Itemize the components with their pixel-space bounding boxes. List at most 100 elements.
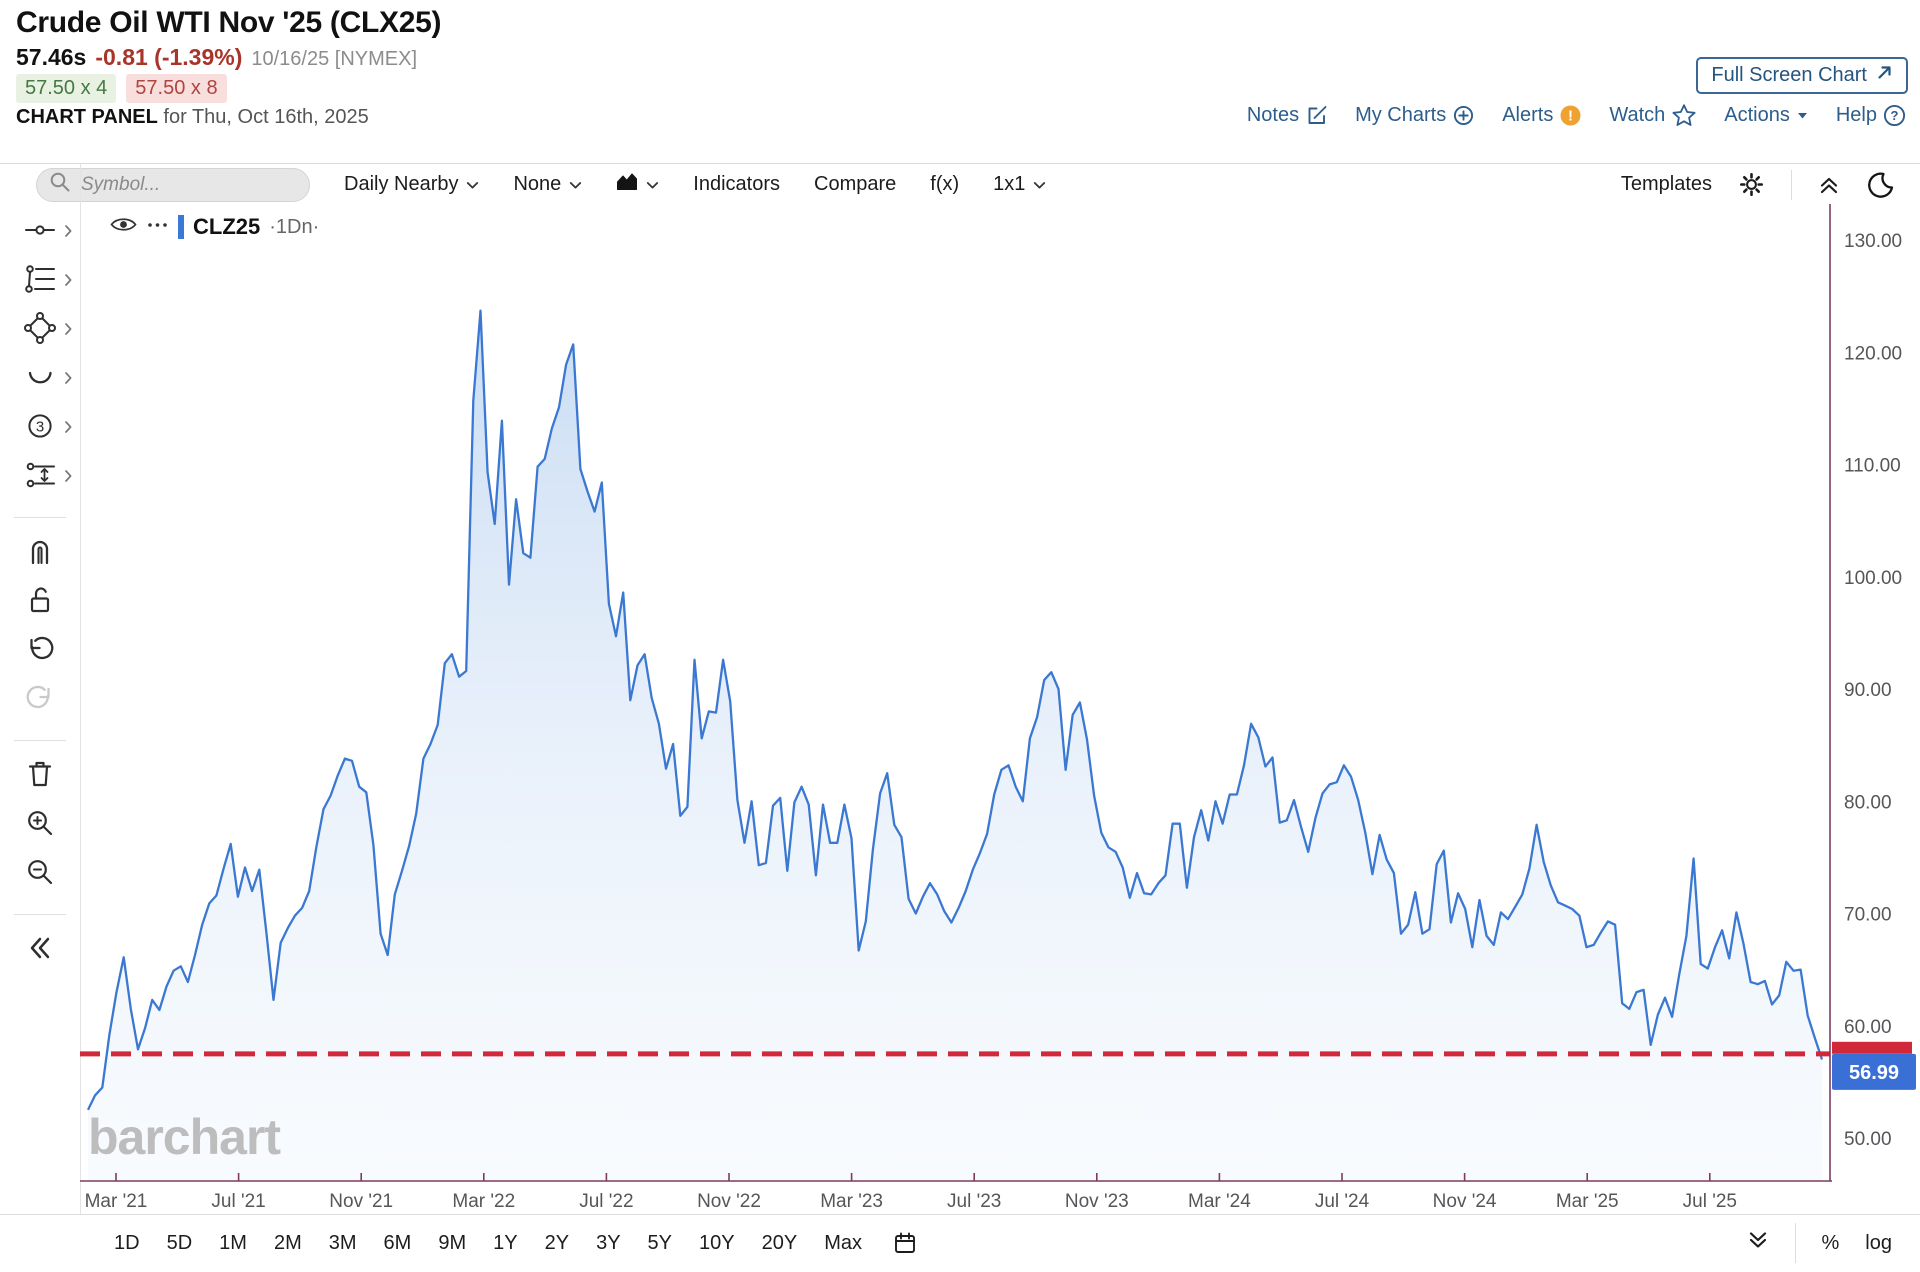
range-10y-button[interactable]: 10Y bbox=[699, 1231, 735, 1254]
unlock-button[interactable] bbox=[0, 583, 80, 617]
menu-watch[interactable]: Watch bbox=[1609, 103, 1697, 128]
alert-badge-icon: ! bbox=[1559, 104, 1582, 127]
zoom-out-button[interactable] bbox=[0, 855, 80, 889]
collapse-down-icon[interactable] bbox=[1747, 1231, 1769, 1255]
svg-text:!: ! bbox=[1568, 108, 1573, 125]
y-axis-label: 60.00 bbox=[1844, 1017, 1892, 1038]
range-9m-button[interactable]: 9M bbox=[438, 1231, 467, 1254]
x-axis-label: Mar '24 bbox=[1188, 1191, 1251, 1212]
menu-help[interactable]: Help? bbox=[1836, 104, 1906, 127]
templates-button[interactable]: Templates bbox=[1621, 173, 1712, 196]
calendar-icon[interactable] bbox=[893, 1231, 917, 1255]
compare-label: Compare bbox=[814, 173, 897, 195]
range-3m-button[interactable]: 3M bbox=[328, 1231, 357, 1254]
collapse-sidebar-button[interactable] bbox=[0, 931, 80, 965]
menu-actions[interactable]: Actions bbox=[1724, 104, 1809, 127]
barchart-watermark: barchart bbox=[88, 1109, 281, 1165]
collapse-up-icon[interactable] bbox=[1818, 176, 1840, 194]
settings-gear-icon[interactable] bbox=[1738, 171, 1765, 198]
range-1d-button[interactable]: 1D bbox=[114, 1231, 140, 1254]
menu-notes[interactable]: Notes bbox=[1247, 104, 1328, 127]
chart-type-dropdown[interactable] bbox=[616, 172, 659, 197]
menu-my-charts[interactable]: My Charts bbox=[1355, 104, 1475, 127]
trash-button[interactable] bbox=[0, 757, 80, 791]
chevron-right-icon[interactable] bbox=[64, 420, 73, 439]
range-2y-button[interactable]: 2Y bbox=[544, 1231, 570, 1254]
shapes-tool-button[interactable] bbox=[0, 311, 80, 345]
symbol-search-input[interactable] bbox=[79, 172, 283, 197]
question-circle-icon: ? bbox=[1883, 104, 1906, 127]
x-axis-label: Jul '23 bbox=[947, 1191, 1001, 1212]
zoom-in-button[interactable] bbox=[0, 806, 80, 840]
templates-label: Templates bbox=[1620, 173, 1712, 195]
collapse-sidebar-icon bbox=[25, 934, 55, 962]
range-5d-button[interactable]: 5D bbox=[166, 1231, 193, 1254]
grid-layout-dropdown[interactable]: 1x1 bbox=[993, 173, 1046, 196]
symbol-search[interactable] bbox=[36, 167, 310, 202]
elliott-wave-tool-button[interactable]: 3 bbox=[0, 409, 80, 443]
chart-area[interactable]: 130.00 120.00 110.00 100.00 90.00 80.00 70.00 6… bbox=[80, 204, 1920, 1214]
star-icon bbox=[1671, 103, 1697, 128]
x-axis-label: Jul '21 bbox=[211, 1191, 265, 1212]
eye-icon[interactable] bbox=[110, 216, 137, 238]
fx-button[interactable]: f(x) bbox=[930, 173, 959, 196]
ne-arrow-icon bbox=[1876, 64, 1893, 87]
price-chart[interactable]: 130.00 120.00 110.00 100.00 90.00 80.00 70.00 6… bbox=[80, 204, 1920, 1214]
tools-dropdown[interactable]: None bbox=[513, 173, 582, 196]
menu-label: Help bbox=[1835, 104, 1877, 126]
range-20y-button[interactable]: 20Y bbox=[761, 1231, 798, 1254]
sidebar-group-divider bbox=[14, 914, 66, 915]
range-2m-button[interactable]: 2M bbox=[273, 1231, 302, 1254]
x-axis-label: Jul '25 bbox=[1683, 1191, 1737, 1212]
search-icon bbox=[49, 171, 71, 199]
unlock-icon bbox=[23, 583, 57, 617]
area-chart-type-icon bbox=[616, 172, 638, 197]
indicators-button[interactable]: Indicators bbox=[693, 173, 780, 196]
chevron-right-icon[interactable] bbox=[64, 322, 73, 341]
trash-icon bbox=[23, 757, 57, 791]
percent-scale-button[interactable]: % bbox=[1821, 1231, 1840, 1254]
page-title: Crude Oil WTI Nov '25 (CLX25) bbox=[16, 6, 442, 39]
zoom-out-icon bbox=[23, 855, 57, 889]
ellipsis-menu-icon[interactable] bbox=[146, 218, 169, 236]
sidebar-divider bbox=[80, 163, 81, 1271]
full-screen-chart-button[interactable]: Full Screen Chart bbox=[1696, 57, 1908, 94]
range-3y-button[interactable]: 3Y bbox=[596, 1231, 621, 1254]
fibonacci-tool-button[interactable] bbox=[0, 262, 80, 296]
y-axis-label: 80.00 bbox=[1844, 792, 1892, 813]
range-6m-button[interactable]: 6M bbox=[383, 1231, 412, 1254]
range-5y-button[interactable]: 5Y bbox=[647, 1231, 673, 1254]
menu-label: Actions bbox=[1724, 104, 1790, 126]
chevron-down-icon bbox=[569, 173, 582, 196]
magnet-button[interactable] bbox=[0, 534, 80, 568]
magnet-icon bbox=[23, 534, 57, 568]
range-max-button[interactable]: Max bbox=[824, 1231, 862, 1254]
undo-button[interactable] bbox=[0, 632, 80, 666]
chart-toolbar: Daily Nearby None Indicators Compare f(x… bbox=[0, 164, 1920, 205]
panel-label: CHART PANEL bbox=[16, 106, 158, 128]
x-axis-label: Mar '22 bbox=[452, 1191, 515, 1212]
arc-tool-icon bbox=[23, 360, 57, 394]
range-1y-button[interactable]: 1Y bbox=[493, 1231, 518, 1254]
range-toolbar: 1D 5D 1M 2M 3M 6M 9M 1Y 2Y 3Y 5Y 10Y 20Y Max % log bbox=[0, 1214, 1920, 1272]
chevron-right-icon[interactable] bbox=[64, 469, 73, 488]
frequency-dropdown[interactable]: Daily Nearby bbox=[344, 173, 479, 196]
panel-date: for Thu, Oct 16th, 2025 bbox=[157, 106, 369, 128]
svg-text:3: 3 bbox=[36, 419, 44, 436]
measure-tool-button[interactable] bbox=[0, 458, 80, 492]
dark-mode-moon-icon[interactable] bbox=[1866, 171, 1894, 199]
arc-tool-button[interactable] bbox=[0, 360, 80, 394]
series-symbol: CLZ25 bbox=[193, 214, 261, 239]
chevron-right-icon[interactable] bbox=[64, 224, 73, 243]
menu-label: Notes bbox=[1246, 104, 1300, 126]
range-1m-button[interactable]: 1M bbox=[219, 1231, 247, 1254]
menu-alerts[interactable]: Alerts! bbox=[1502, 104, 1582, 127]
series-legend: CLZ25 ·1Dn· bbox=[110, 214, 319, 240]
chevron-right-icon[interactable] bbox=[64, 273, 73, 292]
chevron-right-icon[interactable] bbox=[64, 371, 73, 390]
chevron-down-icon bbox=[646, 173, 659, 196]
log-scale-button[interactable]: log bbox=[1865, 1231, 1892, 1254]
trendline-tool-button[interactable] bbox=[0, 213, 80, 247]
compare-button[interactable]: Compare bbox=[814, 173, 896, 196]
last-price-badge-label: 56.99 bbox=[1849, 1062, 1899, 1084]
